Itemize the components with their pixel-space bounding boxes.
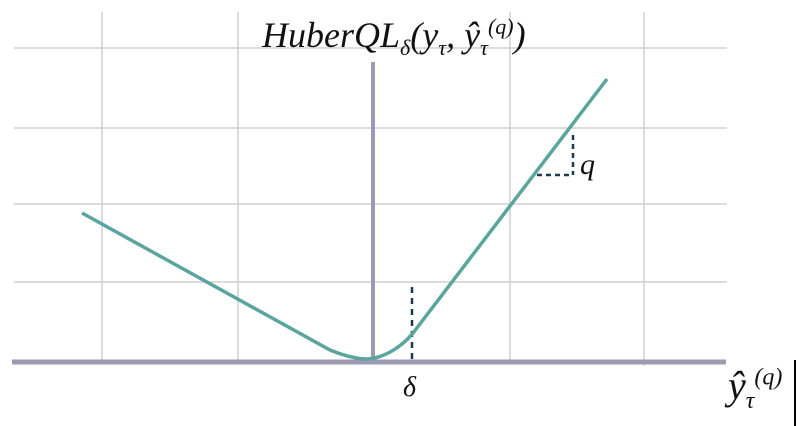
title-sub: δ [400,35,411,61]
x-axis-label-sup: (q) [754,364,783,391]
slope-q-marker [537,135,575,177]
x-axis-label-main: ŷ [728,363,746,408]
delta-label: δ [403,372,417,403]
title-main: HuberQL [262,15,401,55]
title-arg2: ŷ [464,15,481,55]
title-arg1: (y [410,15,439,55]
grid [14,12,727,366]
q-slope-label: q [580,148,595,181]
title-sep: , [446,15,465,55]
x-axis-label: ŷτ(q) [728,362,782,415]
title-arg2-sup: (q) [487,14,514,39]
title-arg1-sub: τ [438,35,447,61]
loss-curve [81,77,609,361]
x-axis-label-sub: τ [745,388,755,414]
title-arg2-sub: τ [480,35,488,61]
title-close: ) [513,15,526,55]
diagram-title: HuberQLδ(yτ, ŷτ(q)) [262,14,526,61]
